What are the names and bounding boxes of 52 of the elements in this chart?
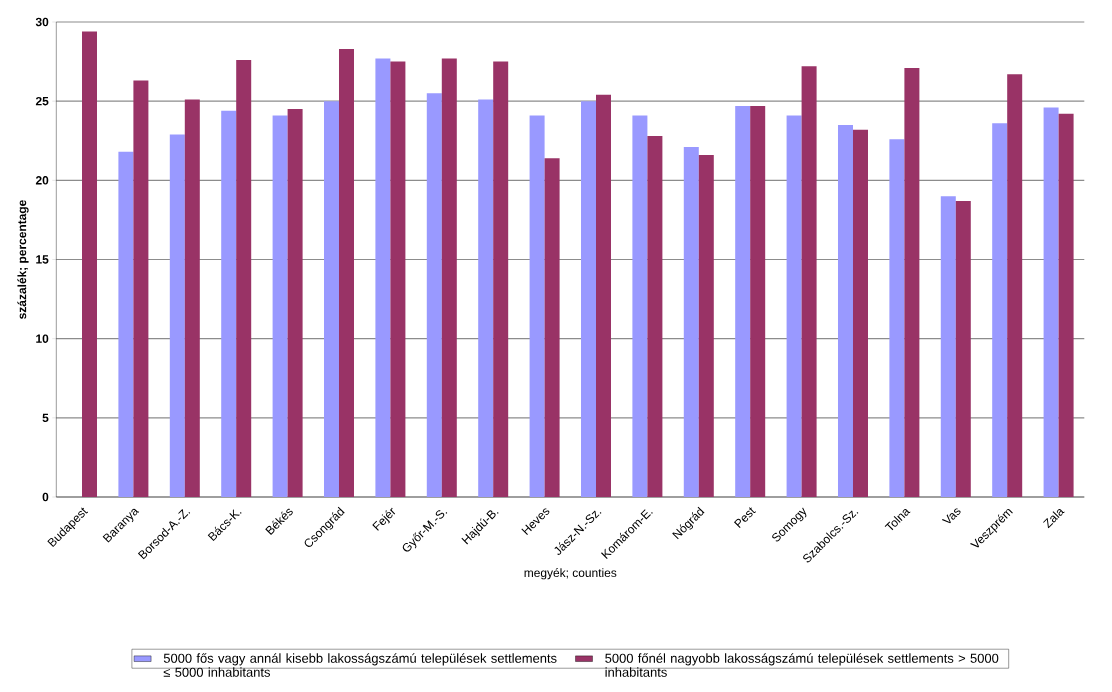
legend-label: 5000 főnél nagyobb lakosságszámú települések settlements > 5000 inhabitants (605, 653, 999, 677)
x-tick-label: Vas (941, 508, 961, 524)
y-tick-label: 5 (42, 413, 49, 422)
y-tick-label: 10 (36, 334, 49, 343)
bar (1043, 107, 1059, 497)
bar (735, 105, 751, 497)
y-tick-label: 15 (36, 255, 49, 264)
bar (596, 94, 611, 497)
bar (852, 129, 868, 497)
y-tick-label: 25 (35, 96, 49, 106)
bar (221, 110, 237, 497)
bar (236, 60, 252, 497)
bar (632, 115, 648, 497)
bar (955, 200, 971, 497)
x-tick-label: Zala (1043, 509, 1065, 529)
bar (82, 31, 97, 497)
legend-label: 5000 fős vagy annál kisebb lakosságszámú települések settlements ≤ 5000 inhabitants (163, 653, 557, 677)
bar (287, 109, 303, 497)
bar (992, 123, 1008, 497)
bar (184, 99, 200, 497)
bar (272, 115, 288, 497)
bar (390, 61, 406, 497)
bar (426, 93, 442, 497)
bar (324, 101, 339, 497)
bar (493, 61, 509, 497)
bar (683, 147, 699, 497)
bar (801, 66, 817, 497)
bar (698, 155, 714, 497)
bar (118, 151, 134, 497)
y-tick-label: 0 (42, 492, 49, 502)
bar (1058, 113, 1074, 497)
bar (544, 158, 560, 497)
y-tick-label: 20 (35, 176, 49, 185)
bar (647, 136, 663, 497)
bar (1007, 74, 1023, 497)
y-axis-title: százalék; percentage (17, 200, 29, 319)
y-tick-label: 30 (35, 17, 49, 27)
bar (581, 101, 596, 497)
bar (478, 99, 494, 497)
bar (889, 139, 905, 497)
bar (339, 48, 354, 497)
bar (904, 67, 920, 497)
bar (529, 115, 545, 497)
bar (169, 134, 185, 497)
bar (375, 58, 391, 497)
bar (837, 124, 853, 497)
bar (940, 196, 956, 497)
bar (786, 115, 802, 497)
x-axis-title: megyék; counties (524, 568, 617, 580)
bar (441, 58, 457, 497)
bar (750, 105, 766, 497)
bar (133, 80, 149, 497)
